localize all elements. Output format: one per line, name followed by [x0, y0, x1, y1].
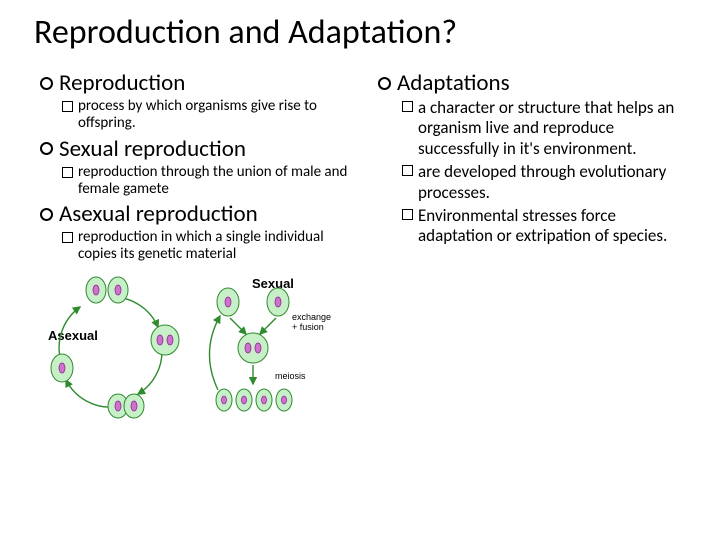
ring-bullet-icon	[378, 77, 391, 90]
sub-text: a character or structure that helps an o…	[418, 98, 690, 159]
diagram-label-sexual: Sexual	[252, 276, 294, 291]
sexual-cell-icon	[238, 333, 268, 363]
asexual-cell-icon	[151, 325, 179, 355]
sub-adaptation-evo: are developed through evolutionary proce…	[402, 162, 690, 203]
heading-text: Asexual reproduction	[59, 200, 258, 228]
page-title: Reproduction and Adaptation?	[34, 12, 690, 53]
square-bullet-icon	[62, 167, 73, 178]
heading-sexual: Sexual reproduction	[40, 135, 360, 163]
ring-bullet-icon	[40, 77, 53, 90]
sub-text: are developed through evolutionary proce…	[418, 162, 690, 203]
content-columns: Reproduction process by which organisms …	[40, 67, 690, 434]
heading-text: Adaptations	[397, 69, 510, 97]
sub-text: reproduction through the union of male a…	[78, 164, 360, 199]
diagram-label-fusion: + fusion	[292, 322, 324, 332]
sub-adaptation-def: a character or structure that helps an o…	[402, 98, 690, 159]
left-column: Reproduction process by which organisms …	[40, 67, 360, 434]
sub-adaptation-env: Environmental stresses force adaptation …	[402, 206, 690, 247]
sexual-cell-icon	[217, 288, 289, 316]
square-bullet-icon	[402, 165, 413, 176]
square-bullet-icon	[402, 101, 413, 112]
diagram-label-meiosis: meiosis	[275, 371, 306, 381]
sub-sexual: reproduction through the union of male a…	[62, 164, 360, 199]
reproduction-diagram: Asexual Sexual exchange + fusion meiosis	[40, 272, 350, 434]
square-bullet-icon	[402, 209, 413, 220]
sub-text: reproduction in which a single individua…	[78, 229, 360, 264]
square-bullet-icon	[62, 101, 73, 112]
ring-bullet-icon	[40, 208, 53, 221]
sub-reproduction: process by which organisms give rise to …	[62, 98, 360, 133]
square-bullet-icon	[62, 232, 73, 243]
right-column: Adaptations a character or structure tha…	[378, 67, 690, 434]
sub-text: Environmental stresses force adaptation …	[418, 206, 690, 247]
asexual-cell-icon	[51, 354, 73, 382]
sexual-cell-icon	[216, 389, 292, 411]
asexual-cell-icon	[108, 394, 144, 418]
heading-adaptations: Adaptations	[378, 69, 690, 97]
sub-asexual: reproduction in which a single individua…	[62, 229, 360, 264]
heading-reproduction: Reproduction	[40, 69, 360, 97]
ring-bullet-icon	[40, 142, 53, 155]
heading-text: Reproduction	[59, 69, 185, 97]
diagram-label-exchange: exchange	[292, 312, 331, 322]
heading-asexual: Asexual reproduction	[40, 200, 360, 228]
heading-text: Sexual reproduction	[59, 135, 246, 163]
diagram-label-asexual: Asexual	[48, 328, 98, 343]
asexual-cell-icon	[86, 277, 128, 303]
sub-text: process by which organisms give rise to …	[78, 98, 360, 133]
